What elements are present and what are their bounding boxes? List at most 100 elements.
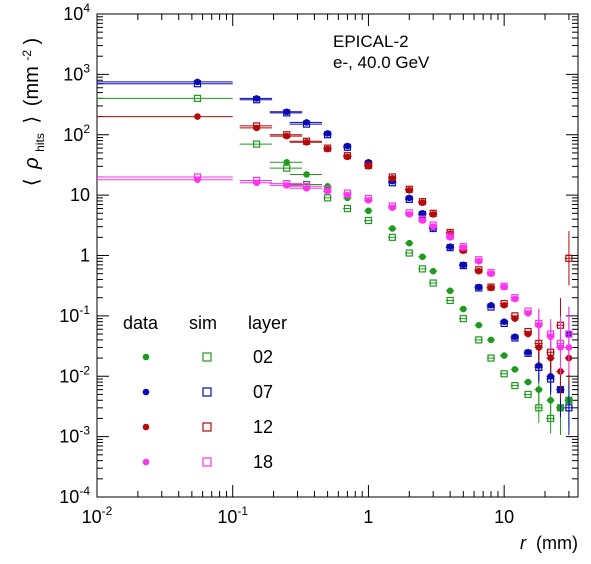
sim-point <box>253 140 261 148</box>
sim-point <box>405 249 413 257</box>
data-point <box>283 132 291 140</box>
legend-layer-label: 02 <box>253 347 273 367</box>
y-tick-label: 102 <box>63 122 90 145</box>
sim-point <box>500 370 508 378</box>
y-tick-label-base: 10 <box>63 125 83 145</box>
data-point <box>460 305 467 313</box>
y-tick-label: 10 <box>70 185 90 205</box>
data-point <box>511 366 519 373</box>
legend-data-marker <box>142 423 150 431</box>
data-layer <box>97 78 573 435</box>
series-layer-07-sim <box>97 80 573 435</box>
sim-point <box>556 339 565 348</box>
data-point <box>475 321 483 329</box>
y-title-open: ⟨ <box>21 178 43 186</box>
data-point <box>500 318 508 326</box>
series-layer-18-data <box>97 176 573 375</box>
sim-point <box>343 143 352 151</box>
sim-point <box>388 173 396 181</box>
data-point <box>303 119 310 126</box>
sim-point <box>343 189 352 197</box>
x-tick-label: 10 <box>494 507 514 527</box>
data-point <box>511 295 519 303</box>
data-point <box>500 301 508 309</box>
legend-sim-marker <box>202 387 212 397</box>
svg-text:⟨ ρ hits: ⟨ ρ hits ⟩ (mm -2 ) <box>14 38 49 186</box>
sim-point <box>302 182 311 190</box>
legend-sim-marker <box>202 422 212 432</box>
sim-point <box>487 269 495 277</box>
legend-layer-label: 12 <box>253 417 273 437</box>
sim-point <box>364 216 373 225</box>
sim-point <box>364 161 373 170</box>
sim-point <box>323 144 332 152</box>
series-layer-02-sim <box>97 94 573 435</box>
data-point <box>475 267 483 275</box>
sim-point <box>283 131 291 139</box>
x-tick-label-base: 1 <box>363 507 373 527</box>
data-point <box>547 396 554 404</box>
x-tick-label-exp: -1 <box>237 504 248 518</box>
sim-point <box>500 299 508 308</box>
sim-point <box>547 375 555 383</box>
annotation-beam: e-, 40.0 GeV <box>333 53 430 72</box>
y-tick-label-base: 1 <box>80 246 90 266</box>
sim-point <box>500 282 508 290</box>
data-point <box>419 253 426 261</box>
legend-header-layer: layer <box>248 313 287 333</box>
data-point <box>500 352 508 359</box>
data-point <box>389 204 396 211</box>
y-tick-label: 10-2 <box>59 363 90 386</box>
legend-layer-label: 07 <box>253 382 273 402</box>
legend-row-18: 18 <box>142 452 273 472</box>
sim-point <box>524 307 532 315</box>
sim-point <box>535 339 543 348</box>
legend-sim-marker <box>202 352 212 362</box>
sim-point <box>487 354 495 362</box>
y-tick-label-base: 10 <box>59 487 79 507</box>
sim-point <box>429 279 437 287</box>
x-tick-label-base: 10 <box>494 507 514 527</box>
x-tick-label-base: 10 <box>217 507 237 527</box>
sim-point <box>511 382 519 390</box>
y-tick-label-base: 10 <box>70 185 90 205</box>
x-tick-label: 10-2 <box>82 504 113 527</box>
sim-point <box>547 414 555 423</box>
sim-point <box>283 109 291 117</box>
sim-point <box>343 152 352 160</box>
sim-point <box>418 215 427 223</box>
y-tick-label-exp: -1 <box>79 303 90 317</box>
sim-point <box>446 296 454 305</box>
data-point <box>283 158 291 166</box>
sim-point <box>302 120 311 128</box>
sim-point <box>565 404 573 412</box>
y-title-sub: hits <box>33 133 47 152</box>
data-point <box>405 194 413 202</box>
sim-point <box>323 131 332 139</box>
series-layer-12-sim <box>239 122 573 368</box>
sim-point <box>547 330 555 338</box>
sim-point <box>524 390 532 399</box>
data-point <box>429 267 437 275</box>
data-point <box>194 113 201 120</box>
x-tick-label: 1 <box>363 507 373 527</box>
sim-point <box>565 330 573 338</box>
sim-point <box>459 315 467 323</box>
legend-data-marker <box>142 353 150 361</box>
sim-point <box>405 185 413 193</box>
sim-point <box>511 294 519 302</box>
data-point <box>524 378 532 386</box>
sim-point <box>511 312 519 320</box>
legend: data sim layer 02 07 12 18 <box>123 313 287 472</box>
sim-point <box>524 327 532 336</box>
sim-point <box>253 96 261 104</box>
series-layer-02-data <box>269 158 573 435</box>
data-point <box>194 78 201 86</box>
y-tick-label-exp: 2 <box>83 122 90 136</box>
legend-sim-marker <box>202 457 212 467</box>
sim-point <box>388 202 396 210</box>
sim-point <box>459 262 467 270</box>
y-title-rho: ρ <box>21 157 43 169</box>
data-point <box>405 211 413 218</box>
